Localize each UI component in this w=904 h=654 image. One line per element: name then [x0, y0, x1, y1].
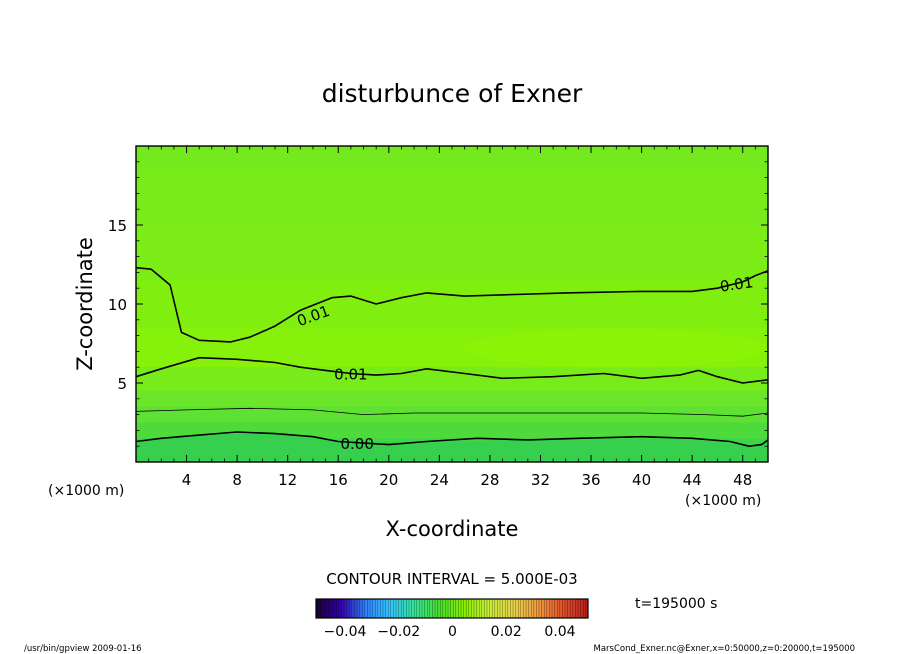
x-tick-label: 12 — [278, 471, 297, 489]
contour-line — [135, 407, 769, 417]
contour-line — [135, 431, 769, 447]
x-tick-label: 4 — [182, 471, 192, 489]
x-tick-label: 36 — [581, 471, 600, 489]
x-tick-label: 48 — [733, 471, 752, 489]
x-tick-label: 8 — [232, 471, 242, 489]
y-tick-label: 15 — [108, 217, 127, 235]
contour-label: 0.01 — [719, 273, 755, 295]
colorbar: −0.04 −0.02 0 0.02 0.04 — [315, 598, 589, 640]
x-tick-label: 16 — [329, 471, 348, 489]
colorbar-frame — [315, 598, 589, 619]
x-tick-label: 44 — [683, 471, 702, 489]
contour-label-group: 0.01 — [334, 366, 367, 384]
contour-label: 0.01 — [334, 366, 367, 384]
x-tick-label: 24 — [430, 471, 449, 489]
x-axis-unit-right: (×1000 m) — [685, 493, 761, 509]
contour-label-group: 0.01 — [719, 273, 755, 295]
plot-area: 0.010.010.010.00 — [135, 146, 769, 462]
x-tick-label: 28 — [480, 471, 499, 489]
y-axis-label: Z-coordinate — [73, 237, 97, 371]
contour-fill-min — [136, 432, 768, 462]
chart-title: disturbunce of Exner — [322, 79, 583, 108]
contour-label: 0.00 — [340, 435, 373, 453]
y-tick-label: 5 — [117, 375, 127, 393]
colorbar-tick-label: 0 — [448, 624, 457, 640]
x-tick-label: 40 — [632, 471, 651, 489]
contour-line — [135, 266, 769, 343]
colorbar-tick-label: 0.04 — [544, 624, 575, 640]
contour-interval-text: CONTOUR INTERVAL = 5.000E-03 — [326, 570, 577, 588]
x-axis-label: X-coordinate — [386, 517, 519, 541]
time-label: t=195000 s — [635, 596, 717, 612]
footer-left: /usr/bin/gpview 2009-01-16 — [24, 644, 142, 654]
colorbar-tick-label: 0.02 — [491, 624, 522, 640]
contour-fill-max — [464, 329, 768, 368]
contour-line — [135, 356, 769, 384]
x-tick-label: 32 — [531, 471, 550, 489]
colorbar-tick-label: −0.04 — [324, 624, 367, 640]
x-tick-label: 20 — [379, 471, 398, 489]
footer-right: MarsCond_Exner.nc@Exner,x=0:50000,z=0:20… — [593, 644, 855, 654]
contour-label-group: 0.00 — [340, 435, 373, 453]
colorbar-tick-label: −0.02 — [377, 624, 420, 640]
x-axis-unit-left: (×1000 m) — [48, 483, 124, 499]
y-tick-label: 10 — [108, 296, 127, 314]
colorbar-fill — [316, 599, 588, 618]
